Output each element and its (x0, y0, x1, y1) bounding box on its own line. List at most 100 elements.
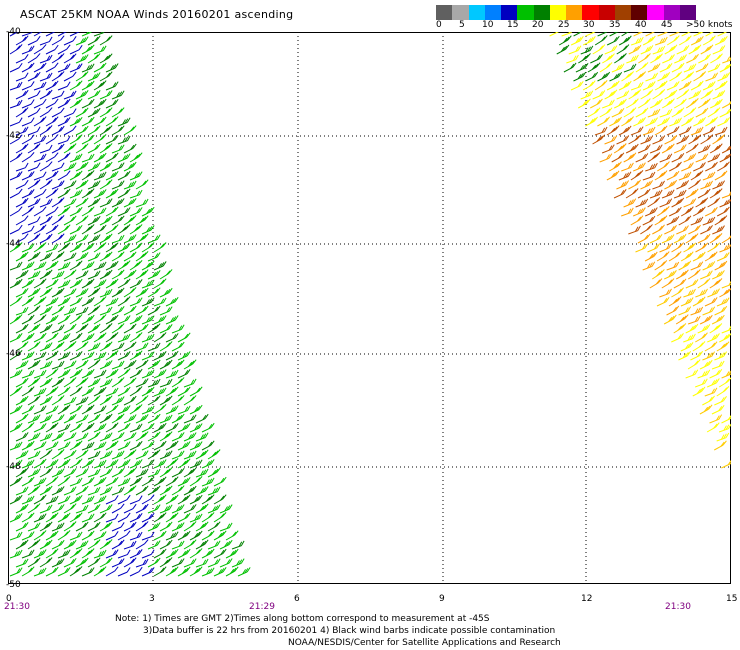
lon-label-3: 3 (149, 594, 155, 604)
color-swatch-5 (517, 5, 534, 20)
wind-barb (633, 162, 646, 172)
wind-barb (9, 386, 23, 397)
wind-barb (15, 72, 29, 82)
wind-barb (21, 99, 35, 109)
wind-barb (27, 287, 41, 298)
wind-barb (183, 359, 197, 370)
wind-barb (15, 126, 29, 136)
wind-barb (75, 270, 89, 280)
wind-barb (99, 288, 113, 298)
wind-barb (707, 288, 720, 298)
wind-barb (15, 287, 29, 298)
wind-barb (21, 243, 35, 253)
wind-barb (75, 396, 89, 406)
wind-barb (99, 90, 113, 100)
wind-barb (51, 90, 65, 100)
wind-barb (21, 45, 35, 55)
wind-barb (671, 107, 685, 118)
wind-barb (21, 296, 35, 307)
wind-barb (93, 207, 107, 217)
wind-barb (661, 189, 675, 199)
wind-barb (189, 494, 203, 505)
wind-barb (599, 62, 613, 73)
wind-barb (159, 485, 173, 496)
wind-barb (87, 395, 101, 406)
wind-barb (594, 35, 608, 46)
wind-barb (111, 306, 125, 316)
wind-barb (580, 90, 594, 100)
wind-barb (81, 386, 95, 397)
wind-barb (39, 144, 53, 154)
wind-barb (15, 503, 29, 514)
wind-barb (123, 432, 137, 442)
wind-barb (690, 306, 704, 316)
wind-barb (87, 503, 101, 514)
color-swatch-2 (468, 5, 485, 20)
wind-barb (714, 305, 728, 316)
wind-barb (57, 81, 71, 91)
wind-barb (633, 71, 647, 82)
wind-barb (618, 125, 632, 136)
wind-barb (671, 62, 685, 73)
wind-barb (69, 224, 83, 235)
wind-barb (189, 566, 203, 577)
wind-barb (201, 548, 215, 559)
wind-barb (111, 251, 125, 262)
wind-barb (117, 260, 131, 271)
color-swatch-3 (484, 5, 501, 20)
wind-barb (695, 197, 709, 208)
wind-barb (39, 449, 53, 460)
wind-barb (9, 171, 23, 181)
wind-barb (105, 476, 119, 487)
wind-barb (105, 314, 119, 325)
wind-barb (21, 189, 35, 199)
wind-barb (93, 476, 107, 487)
wind-barb (9, 531, 23, 541)
wind-barb (649, 98, 663, 109)
wind-barb (673, 323, 687, 334)
wind-barb (33, 81, 47, 91)
wind-barb (57, 242, 71, 253)
wind-barb (135, 359, 149, 370)
wind-barb (719, 108, 731, 118)
wind-barb (81, 351, 95, 361)
wind-barb (81, 476, 95, 487)
wind-barb (669, 32, 680, 37)
wind-barb (93, 152, 107, 163)
wind-barb (177, 332, 191, 343)
wind-barb (27, 216, 41, 226)
wind-barb (709, 143, 723, 154)
lat-label-40: -40 (6, 27, 21, 37)
wind-barb (711, 404, 725, 415)
wind-barb (597, 71, 611, 82)
wind-barb (57, 152, 71, 163)
wind-barb (33, 513, 47, 523)
wind-barb (69, 189, 83, 199)
scale-label-40: 40 (635, 20, 647, 30)
wind-barb (57, 32, 67, 37)
wind-barb (678, 350, 692, 361)
wind-barb (171, 522, 185, 532)
wind-barb (39, 305, 53, 316)
wind-barb (39, 89, 53, 100)
wind-barb (159, 504, 173, 514)
wind-barb (15, 89, 29, 100)
wind-barb (721, 370, 731, 379)
wind-barb (135, 269, 149, 280)
wind-barb (75, 234, 89, 244)
wind-barb (165, 531, 179, 541)
wind-barb (69, 170, 83, 181)
wind-barb (587, 62, 601, 73)
wind-barb (681, 116, 694, 127)
wind-barb (9, 332, 23, 343)
lat-label-48: -48 (6, 462, 21, 472)
wind-barb (219, 522, 233, 532)
wind-barb (87, 215, 101, 226)
wind-barb (714, 440, 727, 451)
wind-barb (15, 197, 29, 208)
wind-barb (680, 342, 694, 352)
wind-barb (93, 512, 107, 523)
wind-barb (69, 458, 83, 469)
wind-barb (51, 143, 65, 154)
scale-label-15: 15 (507, 20, 519, 30)
